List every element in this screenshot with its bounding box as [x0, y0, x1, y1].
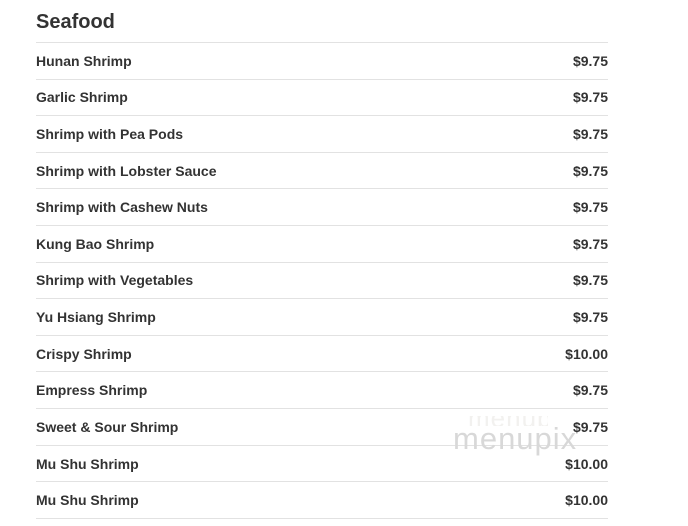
menu-item-row: Shrimp with Vegetables $9.75	[36, 263, 608, 300]
item-name: Sweet & Sour Shrimp	[36, 418, 179, 435]
menu-item-row: Mu Shu Shrimp $10.00	[36, 446, 608, 483]
item-price: $9.75	[572, 52, 608, 69]
item-price: $9.75	[572, 126, 608, 143]
item-name: Mu Shu Shrimp	[36, 492, 139, 509]
item-name: Kung Bao Shrimp	[36, 235, 155, 252]
menu-item-row: Shrimp with Pea Pods $9.75	[36, 116, 608, 153]
item-price: $10.00	[565, 492, 608, 509]
menu-item-row: Kung Bao Shrimp $9.75	[36, 226, 608, 263]
menu-item-row: Mu Shu Shrimp $10.00	[36, 482, 608, 519]
item-name: Shrimp with Pea Pods	[36, 126, 184, 143]
item-price: $9.75	[572, 162, 608, 179]
item-name: Garlic Shrimp	[36, 89, 128, 106]
item-name: Shrimp with Vegetables	[36, 272, 194, 289]
item-price: $9.75	[572, 309, 608, 326]
item-price: $9.75	[572, 382, 608, 399]
menu-item-row: Sweet & Sour Shrimp $9.75	[36, 409, 608, 446]
item-price: $9.75	[572, 272, 608, 289]
item-price: $9.75	[572, 89, 608, 106]
menu-item-row: Shrimp with Lobster Sauce $9.75	[36, 153, 608, 190]
item-name: Shrimp with Cashew Nuts	[36, 199, 208, 216]
item-name: Empress Shrimp	[36, 382, 148, 399]
item-price: $9.75	[572, 199, 608, 216]
item-name: Shrimp with Lobster Sauce	[36, 162, 217, 179]
item-price: $9.75	[572, 235, 608, 252]
menu-item-row: Shrimp with Cashew Nuts $9.75	[36, 189, 608, 227]
menu-item-row: Garlic Shrimp $9.75	[36, 80, 608, 117]
item-name: Mu Shu Shrimp	[36, 455, 139, 472]
item-price: $10.00	[565, 455, 608, 472]
menu-item-row: Crispy Shrimp $10.00	[36, 336, 608, 373]
section-title: Seafood	[36, 0, 608, 43]
menu-section: Seafood Hunan Shrimp $9.75 Garlic Shrimp $9…	[36, 0, 608, 519]
menu-items-list: Hunan Shrimp $9.75 Garlic Shrimp $9.75 Shrim…	[36, 43, 608, 519]
item-price: $10.00	[565, 345, 608, 362]
menu-item-row: Empress Shrimp $9.75	[36, 372, 608, 410]
item-name: Hunan Shrimp	[36, 52, 132, 69]
menu-item-row: Yu Hsiang Shrimp $9.75	[36, 299, 608, 336]
item-name: Crispy Shrimp	[36, 345, 132, 362]
item-name: Yu Hsiang Shrimp	[36, 309, 156, 326]
item-price: $9.75	[572, 418, 608, 435]
menu-item-row: Hunan Shrimp $9.75	[36, 43, 608, 80]
